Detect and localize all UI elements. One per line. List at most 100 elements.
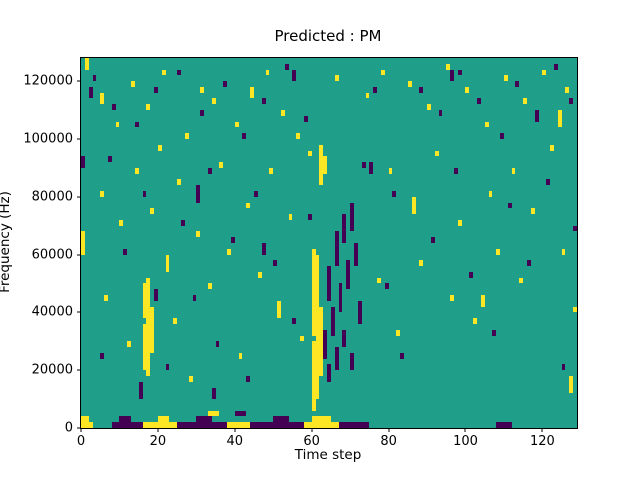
heatmap-cell — [569, 375, 574, 394]
heatmap-cell — [292, 69, 297, 82]
heatmap-cell — [273, 260, 278, 267]
heatmap-cell — [100, 92, 105, 105]
heatmap-cell — [134, 121, 139, 128]
heatmap-cell — [477, 98, 481, 105]
heatmap-cell — [388, 167, 393, 174]
heatmap-cell — [307, 150, 312, 157]
heatmap-cell — [446, 63, 451, 70]
heatmap-cell — [254, 190, 258, 197]
heatmap-cell — [173, 318, 178, 324]
heatmap-cell — [557, 110, 562, 128]
heatmap-cell — [184, 133, 189, 139]
heatmap-cell — [369, 162, 374, 174]
heatmap-cell — [334, 231, 339, 267]
y-tick-mark — [77, 254, 81, 256]
heatmap-cell — [180, 219, 185, 226]
heatmap-cell — [127, 341, 131, 348]
heatmap-cell — [246, 375, 251, 382]
heatmap-cell — [207, 283, 212, 290]
heatmap-cell — [546, 179, 551, 186]
x-tick-mark — [464, 428, 466, 432]
heatmap-cell — [111, 104, 116, 111]
heatmap-cell — [196, 416, 212, 423]
heatmap-cell — [384, 283, 389, 290]
heatmap-cell — [261, 98, 266, 105]
heatmap-cell — [530, 208, 535, 215]
heatmap-cell — [334, 75, 339, 82]
heatmap-cell — [196, 185, 201, 203]
heatmap-cell — [177, 422, 228, 428]
heatmap-cell — [100, 190, 105, 197]
y-tick-mark — [77, 427, 81, 429]
heatmap-cell — [111, 422, 143, 428]
heatmap-cell — [511, 167, 516, 174]
heatmap-cell — [573, 306, 577, 313]
heatmap-cell — [246, 202, 251, 209]
heatmap-cell — [450, 295, 454, 301]
heatmap-cell — [157, 416, 170, 423]
heatmap-cell — [142, 422, 178, 428]
heatmap-cell — [519, 277, 524, 284]
heatmap-cell — [261, 243, 266, 255]
heatmap-cell — [419, 86, 424, 93]
heatmap-cell — [515, 81, 520, 87]
heatmap-cell — [146, 104, 151, 111]
y-tick-mark — [77, 311, 81, 313]
heatmap-cell — [457, 69, 462, 76]
heatmap-cell — [450, 69, 454, 82]
heatmap-cell — [311, 248, 316, 336]
heatmap-cell — [134, 167, 139, 174]
x-tick-mark — [388, 428, 390, 432]
heatmap-cell — [238, 352, 243, 359]
heatmap-cell — [419, 260, 424, 267]
x-axis-label: Time step — [294, 447, 362, 463]
heatmap-cell — [177, 69, 181, 76]
heatmap-cell — [469, 271, 474, 278]
heatmap-cell — [373, 86, 378, 93]
heatmap-cell — [142, 283, 147, 319]
heatmap-cell — [407, 81, 412, 87]
heatmap-cell — [323, 156, 328, 174]
heatmap-cell — [500, 133, 504, 139]
y-tick-label: 40000 — [31, 304, 73, 320]
x-tick-label: 100 — [453, 434, 478, 449]
x-tick-label: 80 — [380, 434, 397, 449]
x-tick-label: 60 — [303, 434, 320, 449]
heatmap-cell — [211, 98, 216, 105]
heatmap-cell — [104, 295, 108, 301]
heatmap-cell — [430, 237, 435, 243]
heatmap-cell — [380, 69, 385, 76]
heatmap-cell — [438, 110, 443, 116]
heatmap-cell — [257, 271, 262, 278]
y-tick-label: 20000 — [31, 362, 73, 378]
heatmap-cell — [234, 121, 239, 128]
heatmap-cell — [100, 352, 105, 359]
x-tick-label: 40 — [226, 434, 244, 449]
heatmap-cell — [484, 121, 489, 128]
heatmap-cell — [165, 364, 170, 371]
heatmap-cell — [361, 162, 366, 168]
heatmap-cell — [311, 416, 331, 423]
heatmap-cell — [250, 422, 304, 428]
heatmap-cell — [427, 104, 431, 111]
x-tick-mark — [541, 428, 543, 432]
y-tick-label: 0 — [64, 420, 73, 436]
heatmap-cell — [565, 86, 570, 93]
heatmap-cell — [365, 92, 370, 99]
heatmap-cell — [480, 295, 485, 307]
heatmap-cell — [330, 306, 335, 336]
heatmap-cell — [142, 323, 147, 371]
x-tick-label: 120 — [529, 434, 555, 449]
heatmap-cell — [215, 341, 220, 348]
heatmap-cell — [346, 260, 351, 290]
heatmap-cell — [115, 121, 120, 128]
heatmap-cell — [542, 69, 547, 76]
heatmap-cell — [138, 381, 143, 400]
heatmap-cell — [119, 219, 124, 226]
heatmap-cell — [269, 167, 274, 174]
y-axis-label: Frequency (Hz) — [0, 191, 13, 293]
heatmap-cell — [177, 179, 181, 186]
heatmap-cell — [411, 196, 416, 215]
heatmap-cell — [81, 422, 93, 428]
